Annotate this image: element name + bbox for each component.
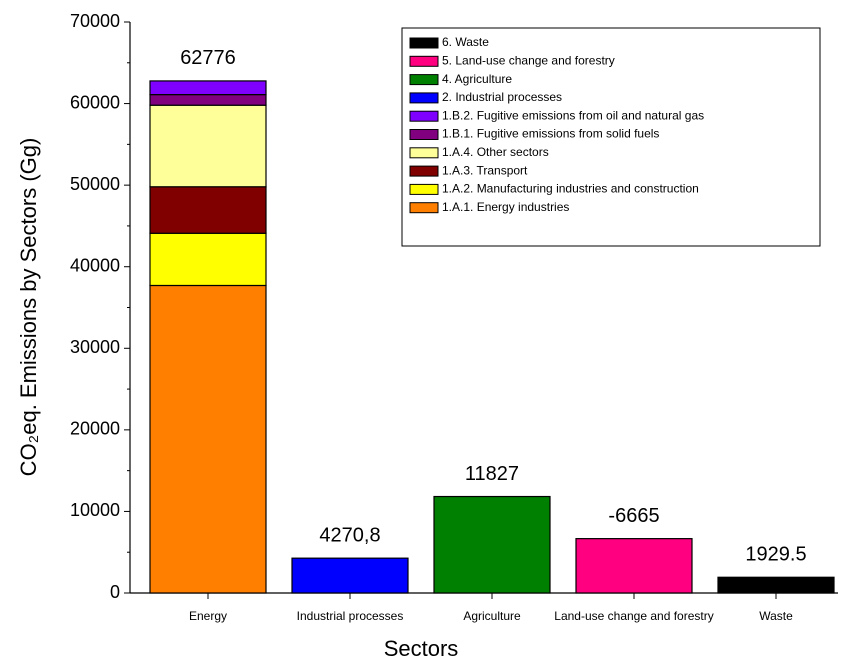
bar-label: 11827 [465,463,519,485]
legend-swatch [409,147,439,159]
legend-label: 1.A.2. Manufacturing industries and cons… [442,182,699,196]
y-tick-label: 50000 [70,174,120,194]
bar-label: 4270,8 [319,524,380,546]
legend-label: 5. Land-use change and forestry [442,53,615,67]
legend-label: 1.A.1. Energy industries [442,200,569,214]
bar-label: 1929.5 [745,544,806,566]
bar-segment [291,557,409,594]
legend-swatch [409,129,439,140]
legend-swatch [409,55,439,67]
y-tick-label: 10000 [70,500,120,520]
x-tick-label: Industrial processes [297,609,404,623]
legend-label: 1.B.2. Fugitive emissions from oil and n… [442,108,704,122]
legend-swatch [409,74,439,86]
legend-label: 1.B.1. Fugitive emissions from solid fue… [442,127,659,141]
legend-label: 6. Waste [442,35,489,49]
bar-segment [717,576,835,594]
y-tick-label: 20000 [70,419,120,439]
legend-label: 2. Industrial processes [442,90,562,104]
bar-segment [149,80,267,96]
bar-segment [149,284,267,594]
y-axis-title: CO₂eq. Emissions by Sectors (Gg) [16,138,41,477]
y-tick-label: 0 [110,582,120,602]
legend-box [401,27,821,247]
y-tick-label: 40000 [70,255,120,275]
bar-segment [149,104,267,188]
x-tick-label: Land-use change and forestry [554,609,713,623]
x-tick-label: Agriculture [463,609,521,623]
bar-segment [149,186,267,234]
legend-swatch [409,165,439,177]
y-tick-label: 30000 [70,337,120,357]
bar-segment [149,93,267,106]
y-tick-label: 70000 [70,11,120,31]
legend-swatch [409,202,439,214]
legend-swatch [409,110,439,122]
bar-label: 62776 [180,47,236,69]
bar-segment [433,495,551,594]
legend-swatch [409,183,439,195]
legend-swatch [409,37,439,49]
x-tick-label: Energy [189,609,227,623]
legend-label: 1.A.4. Other sectors [442,145,549,159]
bar-label: -6665 [608,505,659,527]
x-tick-label: Waste [759,609,793,623]
y-tick-label: 60000 [70,92,120,112]
legend-label: 4. Agriculture [442,72,512,86]
bar-segment [575,538,693,594]
legend-label: 1.A.3. Transport [442,163,528,177]
bar-segment [149,232,267,287]
legend-swatch [409,92,439,104]
x-axis-title: Sectors [384,636,459,661]
